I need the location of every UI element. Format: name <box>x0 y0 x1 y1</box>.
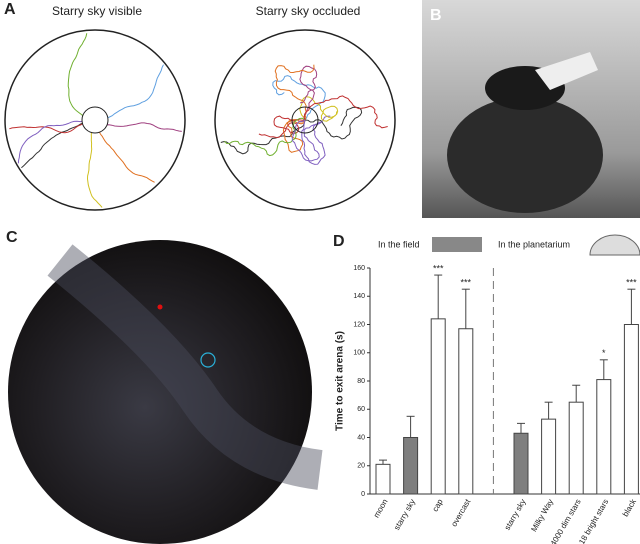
bar <box>458 328 474 495</box>
track <box>21 119 96 169</box>
planetarium-icon <box>589 234 640 256</box>
group-label: In the field <box>378 239 420 249</box>
bar <box>623 324 639 495</box>
red-dot <box>157 304 163 310</box>
x-tick-label: Milky Way <box>529 498 555 534</box>
start-circle <box>81 106 109 134</box>
panel-label: D <box>333 233 345 250</box>
x-tick-label: starry sky <box>503 498 528 532</box>
bar <box>430 318 446 495</box>
cyan-circle <box>200 352 216 368</box>
track <box>258 115 306 139</box>
dung-ball <box>447 97 603 213</box>
x-tick-label: moon <box>372 498 390 520</box>
bar <box>403 437 419 495</box>
x-tick-label: cap <box>431 497 446 513</box>
track <box>303 95 388 129</box>
track <box>220 119 306 155</box>
y-tick-label: 100 <box>353 350 365 357</box>
x-tick-label: overcast <box>449 497 472 528</box>
track <box>299 65 318 121</box>
x-tick-label: starry sky <box>392 498 417 532</box>
y-axis-title: Time to exit arena (s) <box>335 331 346 431</box>
x-tick-label: 4000 dim stars <box>549 498 583 544</box>
significance: * <box>602 348 606 358</box>
panel-label: B <box>430 7 442 24</box>
field-icon <box>432 237 482 252</box>
y-tick-label: 40 <box>357 434 365 441</box>
track <box>17 119 96 164</box>
milky-way <box>47 244 323 490</box>
sky-image <box>8 240 312 544</box>
y-tick-label: 140 <box>353 293 365 300</box>
bar <box>596 379 612 495</box>
x-tick-label: black <box>621 497 639 519</box>
y-tick-label: 120 <box>353 321 365 328</box>
significance: *** <box>461 278 472 288</box>
y-tick-label: 0 <box>361 491 365 498</box>
track <box>67 33 96 121</box>
track <box>224 117 306 157</box>
panel-title: Starry sky visible <box>52 4 142 18</box>
group-label: In the planetarium <box>498 239 570 249</box>
bar <box>513 432 529 495</box>
y-tick-label: 80 <box>357 378 365 385</box>
track <box>94 119 182 132</box>
start-circle <box>291 106 319 134</box>
track <box>291 119 323 162</box>
track <box>94 64 164 121</box>
track <box>304 106 363 140</box>
y-tick-label: 20 <box>357 463 365 470</box>
significance: *** <box>626 278 637 288</box>
arena <box>4 29 186 211</box>
x-tick-label: 18 bright stars <box>577 498 610 544</box>
track <box>299 96 339 122</box>
track <box>282 119 306 153</box>
track <box>274 64 315 121</box>
track <box>272 75 326 121</box>
track <box>301 115 331 165</box>
bar <box>568 401 584 495</box>
significance: *** <box>433 263 444 273</box>
y-tick-label: 160 <box>353 265 365 272</box>
bar <box>541 418 557 495</box>
tracks <box>9 33 388 208</box>
track <box>94 119 155 183</box>
y-tick-label: 60 <box>357 406 365 413</box>
panel-label: C <box>6 229 18 246</box>
bar <box>375 463 391 495</box>
track <box>9 119 96 134</box>
track <box>86 119 103 208</box>
panel-title: Starry sky occluded <box>256 4 361 18</box>
panel-label: A <box>4 1 16 18</box>
arena <box>214 29 396 211</box>
cap <box>535 52 598 90</box>
